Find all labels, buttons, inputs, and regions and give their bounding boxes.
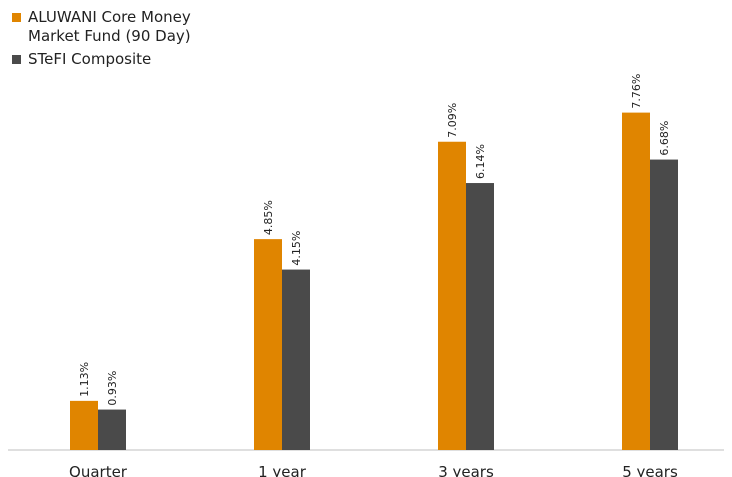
data-label-fund-0: 1.13% [78, 362, 91, 397]
bar-fund-1 [254, 239, 282, 450]
legend-label-fund: ALUWANI Core Money Market Fund (90 Day) [28, 8, 191, 45]
bar-benchmark-3 [650, 159, 678, 450]
category-label-3: 5 years [622, 463, 678, 477]
data-label-fund-1: 4.85% [262, 200, 275, 235]
data-label-benchmark-2: 6.14% [474, 144, 487, 179]
category-label-2: 3 years [438, 463, 494, 477]
data-label-benchmark-1: 4.15% [290, 231, 303, 266]
legend-item-fund: ALUWANI Core Money Market Fund (90 Day) [12, 8, 228, 46]
legend-label-benchmark: STeFI Composite [28, 50, 152, 68]
legend-item-benchmark: STeFI Composite [12, 50, 228, 69]
bar-fund-3 [622, 112, 650, 450]
legend-swatch-benchmark [12, 55, 21, 64]
bar-fund-2 [438, 141, 466, 450]
bar-benchmark-0 [98, 409, 126, 450]
data-label-benchmark-0: 0.93% [106, 371, 119, 406]
data-label-benchmark-3: 6.68% [658, 121, 671, 156]
legend: ALUWANI Core Money Market Fund (90 Day) … [12, 8, 228, 73]
data-label-fund-2: 7.09% [446, 103, 459, 138]
data-label-fund-3: 7.76% [630, 74, 643, 109]
bar-benchmark-2 [466, 183, 494, 451]
category-label-1: 1 year [258, 463, 307, 477]
category-label-0: Quarter [69, 463, 128, 477]
legend-swatch-fund [12, 13, 21, 22]
bar-fund-0 [70, 400, 98, 450]
bar-benchmark-1 [282, 269, 310, 450]
